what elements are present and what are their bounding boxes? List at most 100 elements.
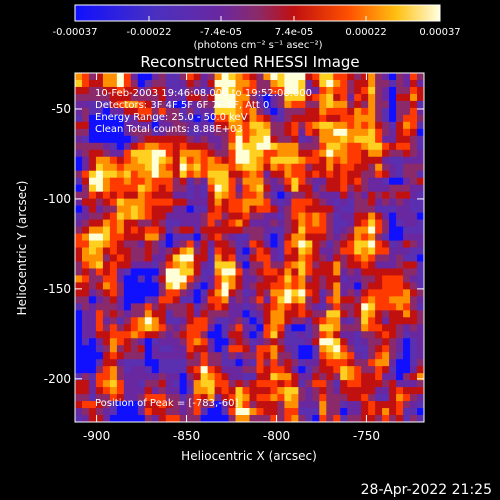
- image-pixel: [256, 93, 264, 102]
- image-pixel: [95, 170, 104, 179]
- image-pixel: [116, 366, 125, 374]
- image-pixel: [179, 366, 188, 374]
- image-pixel: [95, 366, 104, 374]
- image-pixel: [361, 268, 369, 276]
- image-pixel: [263, 401, 271, 409]
- image-pixel: [284, 170, 292, 179]
- image-pixel: [75, 275, 83, 283]
- image-pixel: [382, 317, 390, 325]
- image-pixel: [270, 93, 278, 102]
- image-pixel: [396, 387, 404, 395]
- image-pixel: [382, 142, 390, 151]
- image-pixel: [165, 331, 174, 339]
- image-pixel: [354, 317, 362, 325]
- image-pixel: [256, 219, 264, 228]
- image-pixel: [123, 352, 132, 360]
- image-pixel: [179, 282, 188, 290]
- image-pixel: [326, 261, 334, 269]
- y-tick-label: -200: [44, 372, 71, 386]
- image-pixel: [410, 128, 418, 137]
- image-pixel: [235, 219, 244, 228]
- image-pixel: [200, 156, 209, 165]
- image-pixel: [403, 142, 411, 151]
- image-pixel: [214, 296, 223, 304]
- image-pixel: [109, 359, 118, 367]
- image-pixel: [193, 100, 202, 109]
- image-pixel: [123, 331, 132, 339]
- image-pixel: [95, 100, 104, 109]
- image-pixel: [319, 86, 327, 95]
- image-pixel: [375, 261, 383, 269]
- image-pixel: [375, 163, 383, 172]
- image-pixel: [151, 352, 160, 360]
- image-pixel: [221, 296, 230, 304]
- image-pixel: [375, 135, 383, 144]
- image-pixel: [235, 121, 244, 130]
- image-pixel: [221, 79, 230, 88]
- image-pixel: [88, 93, 97, 102]
- image-pixel: [417, 198, 424, 207]
- image-pixel: [312, 317, 320, 325]
- image-pixel: [417, 240, 424, 248]
- image-pixel: [200, 93, 209, 102]
- image-pixel: [95, 212, 104, 221]
- image-pixel: [396, 107, 404, 116]
- image-pixel: [340, 380, 348, 388]
- image-pixel: [109, 107, 118, 116]
- image-pixel: [179, 331, 188, 339]
- image-pixel: [298, 254, 306, 262]
- image-pixel: [235, 268, 244, 276]
- image-pixel: [88, 79, 97, 88]
- image-pixel: [340, 415, 348, 422]
- image-pixel: [123, 135, 132, 144]
- image-pixel: [207, 261, 216, 269]
- image-pixel: [102, 184, 111, 193]
- image-pixel: [347, 86, 355, 95]
- image-pixel: [361, 415, 369, 422]
- image-pixel: [235, 401, 244, 409]
- image-pixel: [333, 93, 341, 102]
- image-pixel: [319, 275, 327, 283]
- image-pixel: [193, 156, 202, 165]
- image-pixel: [116, 156, 125, 165]
- image-pixel: [102, 149, 111, 158]
- image-pixel: [235, 324, 244, 332]
- image-pixel: [368, 163, 376, 172]
- image-pixel: [88, 205, 97, 214]
- image-pixel: [410, 226, 418, 235]
- image-pixel: [130, 373, 139, 381]
- image-pixel: [235, 303, 244, 311]
- image-pixel: [102, 261, 111, 269]
- image-pixel: [361, 107, 369, 116]
- image-pixel: [137, 128, 146, 137]
- image-pixel: [270, 191, 278, 200]
- image-pixel: [382, 100, 390, 109]
- image-pixel: [305, 240, 313, 248]
- image-pixel: [75, 219, 83, 228]
- image-pixel: [172, 352, 181, 360]
- image-pixel: [137, 373, 146, 381]
- image-pixel: [123, 107, 132, 116]
- image-pixel: [284, 373, 292, 381]
- image-pixel: [130, 359, 139, 367]
- image-pixel: [284, 121, 292, 130]
- image-pixel: [151, 254, 160, 262]
- image-pixel: [410, 289, 418, 297]
- image-pixel: [389, 219, 397, 228]
- image-pixel: [403, 219, 411, 228]
- image-pixel: [396, 247, 404, 255]
- image-pixel: [214, 205, 223, 214]
- image-pixel: [75, 387, 83, 395]
- image-pixel: [319, 100, 327, 109]
- image-pixel: [333, 394, 341, 402]
- image-pixel: [326, 268, 334, 276]
- image-pixel: [354, 86, 362, 95]
- image-pixel: [193, 226, 202, 235]
- image-pixel: [130, 135, 139, 144]
- image-pixel: [319, 205, 327, 214]
- image-pixel: [347, 73, 355, 81]
- image-pixel: [144, 408, 153, 416]
- image-pixel: [81, 226, 90, 235]
- image-pixel: [186, 79, 195, 88]
- image-pixel: [396, 114, 404, 123]
